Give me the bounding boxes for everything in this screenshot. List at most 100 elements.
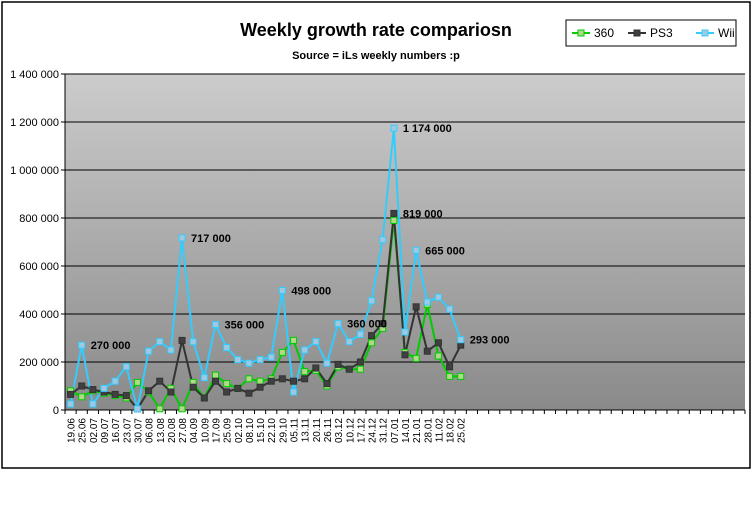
- data-point-ps3: [223, 388, 231, 396]
- data-point-360: [256, 377, 264, 385]
- data-point-wii: [167, 346, 175, 354]
- data-point-360: [434, 352, 442, 360]
- data-point-ps3: [278, 375, 286, 383]
- data-point-ps3: [390, 209, 398, 217]
- data-point-wii: [457, 336, 465, 344]
- data-point-ps3: [412, 303, 420, 311]
- data-point-wii: [312, 338, 320, 346]
- data-point-ps3: [256, 383, 264, 391]
- data-point-wii: [301, 346, 309, 354]
- chart-subtitle: Source = iLs weekly numbers :p: [292, 50, 460, 62]
- data-point-ps3: [334, 360, 342, 368]
- data-point-ps3: [356, 358, 364, 366]
- data-point-ps3: [189, 383, 197, 391]
- data-point-ps3: [122, 392, 130, 400]
- x-tick-label: 19.06: [67, 418, 78, 443]
- data-point-wii: [256, 356, 264, 364]
- data-point-wii: [434, 293, 442, 301]
- data-point-ps3: [167, 388, 175, 396]
- data-point-wii: [267, 353, 275, 361]
- y-tick-label: 600 000: [19, 261, 59, 273]
- data-point-360: [290, 336, 298, 344]
- x-tick-label: 29.10: [278, 418, 289, 443]
- data-point-wii: [390, 124, 398, 132]
- data-point-ps3: [401, 351, 409, 359]
- data-point-wii: [67, 400, 75, 408]
- data-point-ps3: [446, 363, 454, 371]
- data-point-wii: [245, 359, 253, 367]
- y-tick-label: 800 000: [19, 213, 59, 225]
- x-tick-label: 26.11: [323, 418, 334, 443]
- data-point-wii: [412, 246, 420, 254]
- data-point-ps3: [323, 380, 331, 388]
- data-label: 665 000: [425, 245, 465, 257]
- data-point-360: [446, 372, 454, 380]
- x-tick-label: 20.08: [167, 418, 178, 443]
- data-point-wii: [446, 305, 454, 313]
- data-point-wii: [100, 384, 108, 392]
- chart-title: Weekly growth rate compariosn: [240, 20, 512, 40]
- x-tick-label: 15.10: [256, 418, 267, 443]
- x-tick-label: 05.11: [290, 418, 301, 443]
- data-point-wii: [368, 297, 376, 305]
- y-tick-label: 400 000: [19, 309, 59, 321]
- data-point-wii: [156, 338, 164, 346]
- data-point-ps3: [234, 384, 242, 392]
- x-tick-label: 22.10: [267, 418, 278, 443]
- data-point-wii: [111, 377, 119, 385]
- data-point-360: [278, 348, 286, 356]
- data-point-360: [223, 380, 231, 388]
- data-point-360: [133, 378, 141, 386]
- data-point-wii: [290, 388, 298, 396]
- data-point-360: [356, 365, 364, 373]
- x-tick-label: 02.07: [89, 418, 100, 443]
- data-point-wii: [234, 356, 242, 364]
- data-point-ps3: [301, 375, 309, 383]
- x-tick-label: 20.11: [312, 418, 323, 443]
- legend-marker-wii: [701, 29, 709, 37]
- data-point-ps3: [434, 339, 442, 347]
- y-tick-label: 1 400 000: [10, 69, 59, 81]
- data-label: 360 000: [347, 319, 387, 331]
- x-tick-label: 07.01: [390, 418, 401, 443]
- data-point-wii: [223, 344, 231, 352]
- plot-area: 0 200 000 400 000 600 000 800 000 1 000 000 1 …: [10, 69, 746, 443]
- x-tick-label: 08.10: [245, 418, 256, 443]
- data-point-ps3: [267, 377, 275, 385]
- data-point-ps3: [368, 332, 376, 340]
- x-tick-label: 10.12: [345, 418, 356, 443]
- y-tick-label: 0: [53, 405, 59, 417]
- x-tick-label: 10.09: [200, 418, 211, 443]
- data-label: 498 000: [291, 285, 331, 297]
- series-line-wii: [69, 127, 462, 410]
- x-tick-label: 17.12: [356, 418, 367, 443]
- data-point-360: [412, 354, 420, 362]
- data-point-wii: [133, 405, 141, 413]
- data-point-360: [301, 368, 309, 376]
- data-label: 819 000: [403, 208, 443, 220]
- x-tick-label: 06.08: [145, 418, 156, 443]
- data-point-360: [156, 405, 164, 413]
- x-tick-label: 25.06: [78, 418, 89, 443]
- data-point-360: [245, 375, 253, 383]
- data-point-360: [368, 339, 376, 347]
- data-point-ps3: [145, 387, 153, 395]
- legend-marker-ps3: [633, 29, 641, 37]
- x-tick-label: 02.10: [234, 418, 245, 443]
- data-point-wii: [89, 400, 97, 408]
- data-point-wii: [323, 359, 331, 367]
- x-tick-label: 24.12: [368, 418, 379, 443]
- data-point-360: [390, 216, 398, 224]
- data-point-ps3: [312, 364, 320, 372]
- data-point-ps3: [156, 377, 164, 385]
- legend-label-wii: Wii: [718, 26, 735, 40]
- legend: 360 PS3 Wii: [565, 19, 737, 47]
- x-tick-label: 13.11: [301, 418, 312, 443]
- data-point-wii: [345, 338, 353, 346]
- x-tick-label: 21.01: [412, 418, 423, 443]
- data-point-wii: [356, 330, 364, 338]
- data-point-ps3: [67, 390, 75, 398]
- data-point-ps3: [245, 389, 253, 397]
- data-point-wii: [78, 341, 86, 349]
